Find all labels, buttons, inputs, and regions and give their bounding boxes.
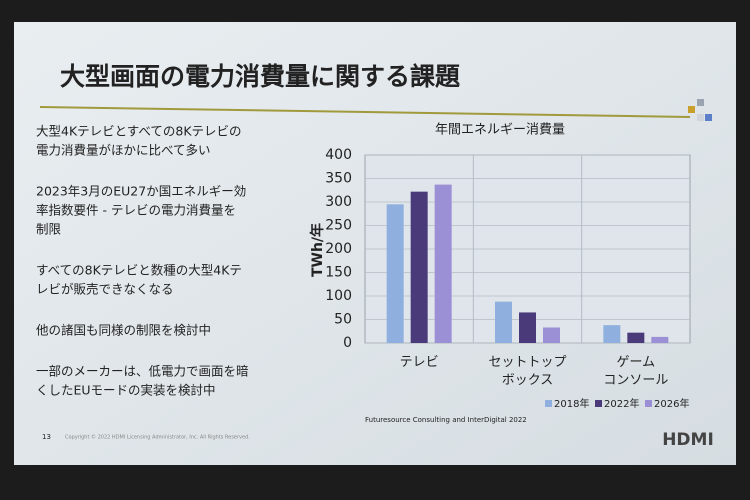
source: Futuresource Consulting and InterDigital… — [365, 416, 527, 424]
copyright: Copyright © 2022 HDMI Licensing Administ… — [65, 434, 250, 441]
x-tick-label: ゲームコンソール — [603, 355, 668, 388]
bullet-line: 大型4Kテレビとすべての8Kテレビの — [36, 124, 242, 139]
y-tick-label: 400 — [325, 147, 352, 163]
bullet-line: 制限 — [36, 222, 62, 237]
x-tick-label: セットトップボックス — [488, 355, 566, 388]
y-tick-label: 100 — [325, 288, 352, 304]
bullet-line: くしたEUモードの実装を検討中 — [36, 383, 216, 398]
legend-swatch — [595, 400, 602, 407]
y-tick-label: 150 — [325, 265, 352, 281]
legend-label: 2018年 — [554, 397, 589, 410]
legend-label: 2026年 — [654, 397, 689, 410]
bullet-line: レビが販売できなくなる — [36, 282, 174, 297]
bullet-line: 率指数要件 - テレビの電力消費量を — [36, 203, 236, 218]
logo: HDMI — [662, 430, 714, 450]
bullet-line: 電力消費量がほかに比べて多い — [36, 143, 211, 158]
slide-title: 大型画面の電力消費量に関する課題 — [60, 62, 461, 91]
bar — [519, 312, 536, 343]
decoration — [688, 99, 712, 121]
bullet-line: 2023年3月のEU27か国エネルギー効 — [36, 184, 246, 199]
bar — [434, 184, 452, 343]
y-axis-label: TWh/年 — [309, 223, 326, 277]
legend-swatch — [645, 400, 652, 407]
bar — [410, 191, 428, 343]
chart-title: 年間エネルギー消費量 — [435, 123, 565, 138]
y-tick-label: 0 — [343, 335, 352, 351]
y-tick-label: 300 — [325, 194, 352, 210]
bar — [386, 204, 404, 343]
y-tick-label: 350 — [325, 171, 352, 187]
legend-swatch — [545, 400, 552, 407]
bar — [603, 325, 621, 343]
bar — [543, 327, 560, 343]
title-rule — [39, 106, 691, 118]
bar — [627, 332, 645, 343]
x-tick-label: テレビ — [400, 355, 439, 370]
bar — [495, 301, 512, 343]
bullet-line: すべての8Kテレビと数種の大型4Kテ — [36, 263, 242, 278]
legend-label: 2022年 — [604, 397, 639, 410]
y-tick-label: 50 — [334, 312, 352, 328]
bullet-line: 他の諸国も同様の制限を検討中 — [36, 323, 211, 338]
y-tick-label: 200 — [325, 241, 352, 257]
page-number: 13 — [42, 433, 51, 441]
y-tick-label: 250 — [325, 218, 352, 234]
bullet-line: 一部のメーカーは、低電力で画面を暗 — [36, 364, 249, 379]
bar — [651, 336, 669, 343]
